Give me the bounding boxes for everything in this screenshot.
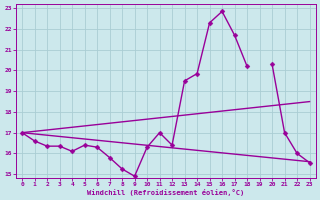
X-axis label: Windchill (Refroidissement éolien,°C): Windchill (Refroidissement éolien,°C) (87, 189, 244, 196)
